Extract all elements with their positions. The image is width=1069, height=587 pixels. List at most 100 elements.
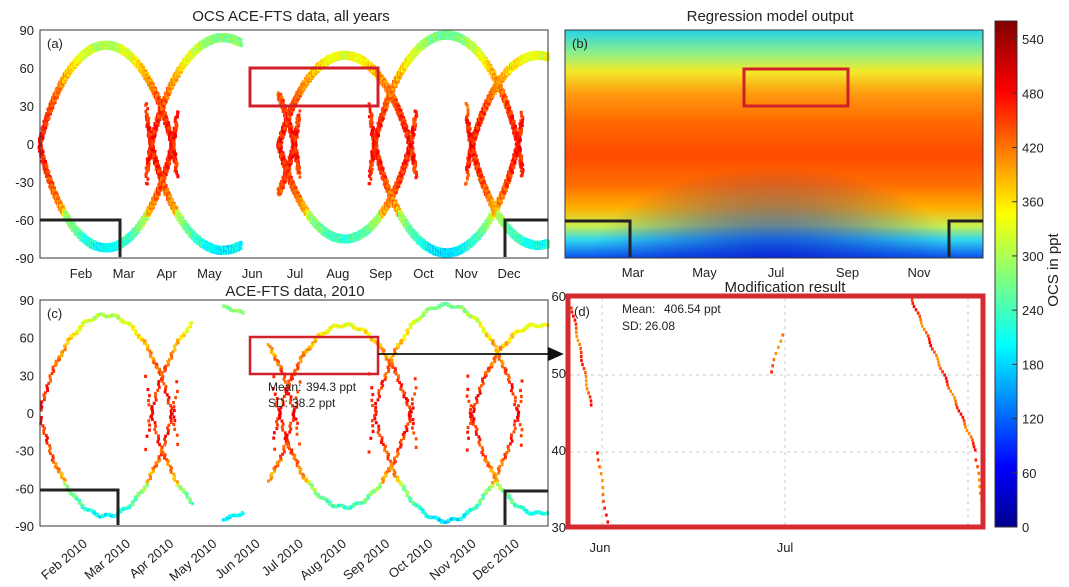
track-point bbox=[213, 245, 217, 250]
track-point bbox=[173, 154, 176, 158]
track-point bbox=[284, 162, 287, 166]
track-point bbox=[57, 87, 61, 91]
track-point bbox=[298, 109, 302, 113]
panel-a: OCS ACE-FTS data, all years (a) 9060300-… bbox=[15, 8, 551, 281]
track-point bbox=[93, 42, 97, 46]
track-point bbox=[282, 107, 286, 111]
panel-a-tracks bbox=[37, 30, 551, 258]
track-point bbox=[66, 216, 69, 220]
track-point bbox=[174, 159, 178, 163]
track-point bbox=[163, 121, 167, 126]
track-point bbox=[149, 156, 152, 160]
track-point bbox=[194, 236, 198, 241]
track-point bbox=[228, 34, 232, 38]
track-point bbox=[183, 59, 187, 63]
track-point bbox=[173, 208, 177, 212]
track-point bbox=[145, 157, 149, 161]
track-point bbox=[292, 139, 296, 143]
track-point bbox=[161, 106, 164, 110]
track-point bbox=[173, 133, 177, 137]
track-point bbox=[146, 216, 149, 221]
track-point bbox=[144, 73, 148, 77]
track-point bbox=[152, 88, 156, 92]
track-point bbox=[195, 43, 199, 48]
track-point bbox=[156, 161, 159, 165]
track-point bbox=[235, 242, 239, 246]
track-point bbox=[73, 225, 77, 230]
track-point bbox=[158, 116, 162, 120]
track-point bbox=[58, 201, 61, 205]
track-point bbox=[289, 161, 293, 166]
track-point bbox=[176, 110, 179, 114]
track-point bbox=[152, 151, 156, 155]
track-point bbox=[166, 188, 170, 192]
track-point bbox=[298, 165, 302, 169]
track-point bbox=[47, 111, 51, 115]
track-point bbox=[156, 123, 160, 127]
track-point bbox=[168, 197, 172, 201]
track-point bbox=[51, 105, 55, 109]
track-point bbox=[278, 138, 282, 142]
track-point bbox=[154, 189, 158, 193]
track-point bbox=[297, 122, 301, 126]
track-point bbox=[43, 171, 47, 175]
track-point bbox=[190, 54, 193, 58]
track-point bbox=[164, 172, 168, 177]
track-point bbox=[169, 155, 173, 159]
track-point bbox=[290, 129, 294, 133]
track-point bbox=[59, 86, 63, 90]
track-point bbox=[148, 126, 152, 130]
track-point bbox=[296, 157, 300, 161]
track-point bbox=[280, 153, 284, 157]
track-point bbox=[293, 145, 297, 149]
track-point bbox=[173, 71, 177, 76]
track-point bbox=[296, 119, 300, 123]
track-point bbox=[40, 153, 43, 157]
track-point bbox=[287, 124, 291, 128]
track-point bbox=[158, 110, 162, 115]
track-point bbox=[293, 146, 297, 151]
track-point bbox=[48, 110, 52, 114]
track-point bbox=[296, 114, 300, 118]
track-point bbox=[286, 178, 290, 182]
track-point bbox=[47, 176, 51, 180]
track-point bbox=[289, 156, 293, 161]
track-point bbox=[114, 246, 117, 251]
track-point bbox=[151, 135, 154, 140]
track-point bbox=[172, 131, 176, 135]
track-point bbox=[50, 101, 54, 105]
track-point bbox=[197, 47, 201, 51]
track-point bbox=[297, 170, 301, 174]
track-point bbox=[288, 153, 292, 157]
track-point bbox=[283, 125, 287, 129]
track-point bbox=[152, 139, 156, 144]
track-point bbox=[283, 177, 287, 181]
track-point bbox=[169, 134, 173, 138]
track-point bbox=[298, 116, 301, 121]
track-point bbox=[146, 113, 149, 117]
track-point bbox=[153, 133, 157, 137]
track-point bbox=[108, 46, 112, 51]
track-point bbox=[70, 67, 73, 72]
track-point bbox=[295, 127, 299, 131]
track-point bbox=[165, 115, 168, 119]
track-point bbox=[125, 240, 129, 244]
track-point bbox=[186, 226, 190, 230]
track-point bbox=[40, 151, 44, 155]
track-point bbox=[239, 242, 243, 247]
track-point bbox=[195, 49, 199, 53]
track-point bbox=[206, 245, 210, 250]
track-point bbox=[89, 239, 93, 244]
track-point bbox=[172, 145, 176, 150]
track-point bbox=[145, 117, 148, 122]
track-point bbox=[218, 36, 222, 41]
track-point bbox=[42, 119, 46, 123]
track-point bbox=[173, 129, 177, 133]
track-point bbox=[158, 185, 162, 190]
track-point bbox=[61, 79, 65, 84]
track-point bbox=[163, 183, 166, 187]
track-point bbox=[148, 128, 152, 132]
track-point bbox=[66, 67, 69, 72]
track-point bbox=[168, 86, 172, 91]
